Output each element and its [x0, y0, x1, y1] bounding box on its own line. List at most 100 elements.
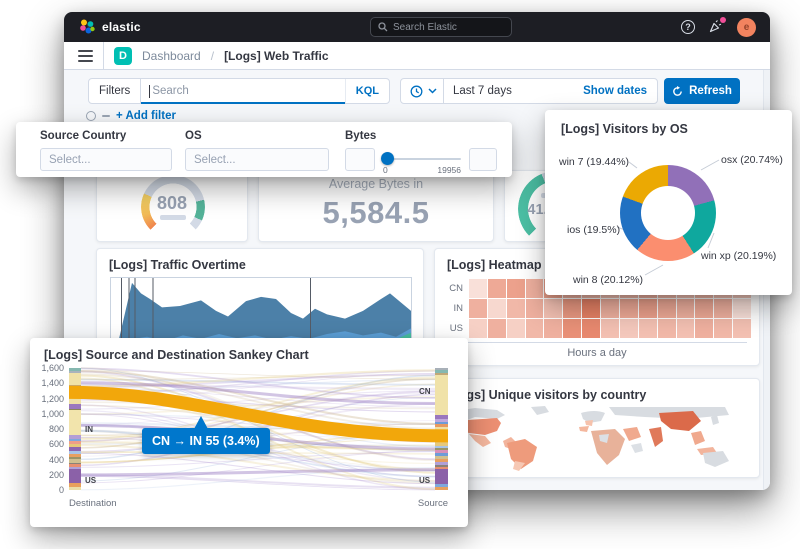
- heatmap-cell[interactable]: [657, 299, 676, 318]
- heatmap-cell[interactable]: [657, 319, 676, 338]
- heatmap-cell[interactable]: [619, 319, 638, 338]
- newsfeed-icon[interactable]: [708, 17, 726, 35]
- heatmap-cell[interactable]: [638, 299, 657, 318]
- notification-badge: [720, 17, 726, 23]
- heatmap-cell[interactable]: [601, 319, 619, 338]
- breadcrumb-dashboard-link[interactable]: Dashboard: [142, 48, 201, 63]
- heatmap-cell[interactable]: [487, 279, 506, 298]
- pie-slice-label: ios (19.5%): [567, 224, 621, 236]
- heatmap-cell[interactable]: [525, 319, 544, 338]
- pie-slice-label: win 7 (19.44%): [559, 156, 630, 168]
- pie-slice-label: osx (20.74%): [721, 154, 783, 166]
- heatmap-cell[interactable]: [695, 299, 714, 318]
- divider: [447, 342, 747, 343]
- heatmap-cell[interactable]: [487, 299, 506, 318]
- sankey-y-tick: 0: [58, 485, 64, 495]
- sankey-y-tick: 1,600: [41, 363, 64, 373]
- elastic-logo-icon: [80, 19, 95, 34]
- area-series-total: [111, 282, 411, 348]
- heatmap-cell[interactable]: [638, 319, 657, 338]
- heatmap-cell[interactable]: [544, 319, 563, 338]
- menu-icon[interactable]: [78, 49, 93, 62]
- heatmap-cell[interactable]: [695, 319, 714, 338]
- time-picker: Last 7 days Show dates: [400, 78, 658, 104]
- pie-slice-label: win xp (20.19%): [701, 250, 777, 262]
- help-icon[interactable]: ?: [681, 20, 695, 34]
- add-filter-link[interactable]: + Add filter: [116, 110, 176, 122]
- heatmap-cell[interactable]: [525, 279, 544, 298]
- heatmap-cell[interactable]: [506, 319, 525, 338]
- heatmap-cell[interactable]: [469, 279, 487, 298]
- topbar-icons: ? e: [681, 17, 756, 37]
- heatmap-cell[interactable]: [544, 299, 563, 318]
- os-select[interactable]: Select...: [185, 148, 329, 171]
- gauge-value: 808: [156, 193, 188, 213]
- bytes-max-input[interactable]: [469, 148, 497, 171]
- time-range-value[interactable]: Last 7 days: [453, 85, 512, 97]
- global-search-input[interactable]: Search Elastic: [370, 17, 512, 37]
- heatmap-cell[interactable]: [563, 319, 582, 338]
- elastic-logo[interactable]: elastic: [78, 18, 141, 36]
- slider-handle[interactable]: [381, 152, 394, 165]
- heatmap-cell[interactable]: [506, 299, 525, 318]
- sankey-tooltip: CN → IN 55 (3.4%): [142, 416, 270, 454]
- slider-min-label: 0: [383, 165, 388, 175]
- sankey-left-axis-label: Destination: [69, 498, 117, 509]
- time-picker-quick-menu[interactable]: [401, 85, 443, 98]
- sankey-right-axis-label: Source: [417, 498, 448, 509]
- sankey-y-tick: 400: [48, 454, 64, 465]
- divider: [103, 41, 104, 70]
- heatmap-cell[interactable]: [714, 299, 733, 318]
- heatmap-cell[interactable]: [733, 299, 751, 318]
- heatmap-cell[interactable]: [469, 319, 487, 338]
- user-avatar[interactable]: e: [737, 17, 756, 37]
- search-icon: [378, 22, 388, 32]
- metric-value: 5,584.5: [322, 195, 430, 230]
- panel-title: [Logs] Traffic Overtime: [109, 258, 246, 272]
- heatmap-cell[interactable]: [619, 299, 638, 318]
- divider: [443, 78, 444, 104]
- kql-toggle[interactable]: KQL: [344, 79, 389, 103]
- kql-search-input[interactable]: Search: [141, 79, 345, 104]
- average-bytes-panel[interactable]: Average Bytes in 5,584.5: [258, 170, 494, 242]
- sankey-node-label: US: [419, 476, 431, 486]
- bytes-range-slider[interactable]: 0 19956: [381, 148, 461, 175]
- heatmap-cell[interactable]: [676, 319, 695, 338]
- heatmap-cell[interactable]: [563, 299, 582, 318]
- heatmap-cell[interactable]: [582, 299, 601, 318]
- refresh-icon: [673, 85, 682, 96]
- panel-title: [Logs] Unique visitors by country: [447, 388, 647, 402]
- unique-visitors-map-panel[interactable]: [Logs] Unique visitors by country: [434, 378, 760, 478]
- heatmap-cell[interactable]: [469, 299, 487, 318]
- filters-button[interactable]: Filters: [89, 79, 142, 103]
- search-placeholder: Search: [152, 85, 189, 97]
- bytes-label: Bytes: [345, 130, 377, 142]
- sankey-y-tick: 1,200: [41, 393, 64, 404]
- gauge-subbar: [160, 215, 186, 220]
- unique-visitors-gauge-panel[interactable]: 808: [96, 170, 248, 242]
- sankey-panel[interactable]: [Logs] Source and Destination Sankey Cha…: [30, 338, 468, 527]
- heatmap-cell[interactable]: [525, 299, 544, 318]
- heatmap-cell[interactable]: [582, 319, 601, 338]
- dashboard-controls-panel: Source Country Select... OS Select... By…: [16, 122, 512, 177]
- query-bar: Filters Search KQL: [88, 78, 390, 104]
- heatmap-cell[interactable]: [676, 299, 695, 318]
- heatmap-cell[interactable]: [487, 319, 506, 338]
- dashboard-app-icon: D: [114, 46, 132, 65]
- sankey-node-label: US: [85, 476, 97, 486]
- source-country-label: Source Country: [40, 130, 127, 142]
- os-label: OS: [185, 130, 202, 142]
- refresh-button[interactable]: Refresh: [664, 78, 740, 104]
- heatmap-row-label: CN: [449, 283, 463, 294]
- source-country-select[interactable]: Select...: [40, 148, 172, 171]
- traffic-overtime-panel[interactable]: [Logs] Traffic Overtime: [96, 248, 424, 360]
- heatmap-cell[interactable]: [506, 279, 525, 298]
- heatmap-cell[interactable]: [714, 319, 733, 338]
- heatmap-cell[interactable]: [601, 299, 619, 318]
- panel-title: [Logs] Heatmap: [447, 258, 542, 272]
- tooltip-text: CN → IN 55 (3.4%): [152, 434, 260, 448]
- bytes-min-input[interactable]: [345, 148, 375, 171]
- heatmap-cell[interactable]: [733, 319, 751, 338]
- show-dates-link[interactable]: Show dates: [583, 85, 647, 97]
- visitors-by-os-panel[interactable]: [Logs] Visitors by OS osx (20.74%) win xp…: [545, 110, 792, 295]
